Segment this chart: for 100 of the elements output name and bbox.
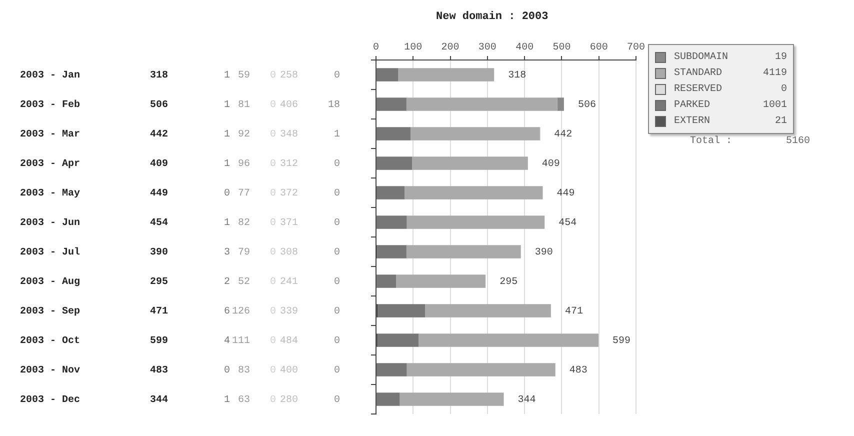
y-tick-label: 2003 - Apr	[20, 158, 80, 170]
y-tick-label: 2003 - Jul	[20, 246, 80, 258]
text: 390	[150, 247, 168, 258]
total-label: 471	[564, 306, 583, 318]
total-label: 454	[558, 218, 577, 229]
data-label: 81	[238, 100, 250, 111]
data-label: 79	[238, 247, 250, 258]
data-label: 1	[224, 100, 230, 111]
text: 449	[150, 188, 168, 200]
data-label: 312	[280, 158, 298, 170]
y-tick-label: 2003 - May	[20, 188, 80, 200]
x2-tick-label: 700	[626, 42, 646, 54]
data-label: 18	[328, 100, 340, 111]
text: 318	[150, 70, 168, 82]
data-label: 0	[334, 158, 340, 170]
y-tick-label: 2003 - Aug	[20, 276, 80, 288]
text: 0	[780, 84, 787, 94]
x2-tick-label: 300	[478, 42, 496, 54]
data-label: 308	[280, 247, 298, 258]
text: 506	[150, 100, 168, 111]
data-label: 339	[280, 306, 298, 318]
data-label: 0	[334, 365, 340, 376]
data-label: 1	[224, 218, 230, 229]
total-label: 599	[612, 336, 630, 347]
data-label: 1	[224, 158, 230, 170]
data-label: 2	[224, 276, 230, 288]
text: 4119	[762, 68, 787, 78]
x2-tick-label: 200	[441, 42, 460, 54]
data-label: 258	[280, 70, 298, 82]
x2-tick-label: 0	[372, 42, 380, 54]
y-tick-label: 2003 - Sep	[20, 306, 80, 318]
data-label: 0	[224, 365, 230, 376]
data-label: 1	[224, 70, 230, 82]
data-label: 0	[334, 188, 340, 200]
x2-tick-label: 500	[552, 42, 571, 54]
legend-label: PARKED	[674, 100, 712, 110]
data-label: 4	[224, 336, 230, 347]
text: 442	[150, 129, 168, 140]
text: 21	[774, 116, 787, 126]
data-label: 0	[224, 188, 230, 200]
legend-label: STANDARD	[674, 68, 724, 78]
data-label: 0	[334, 394, 340, 406]
y-tick-label: 2003 - Jun	[20, 218, 80, 229]
data-label: 0	[334, 218, 340, 229]
total-label: 409	[542, 158, 560, 170]
data-label: 111	[232, 336, 250, 347]
data-label: 0	[334, 70, 340, 82]
data-label: 400	[280, 365, 298, 376]
data-label: 83	[238, 365, 250, 376]
data-label: 484	[280, 336, 298, 347]
y-tick-label: 2003 - Oct	[20, 336, 80, 347]
legend-label: EXTERN	[674, 116, 712, 126]
text: 471	[150, 306, 168, 318]
data-label: 126	[232, 306, 250, 318]
total-label: 442	[554, 129, 572, 140]
data-label: 63	[238, 394, 250, 406]
data-label: 59	[238, 70, 250, 82]
x2-tick-label: 600	[590, 42, 608, 54]
data-label: 92	[238, 129, 250, 140]
y-tick-label: 2003 - Mar	[20, 129, 80, 140]
data-label: 3	[224, 247, 230, 258]
data-label: 280	[280, 394, 298, 406]
text: 5160	[786, 136, 810, 147]
total-label: 318	[508, 70, 526, 82]
text: 19	[774, 52, 787, 62]
x2-tick-label: 100	[404, 42, 422, 54]
data-label: 371	[280, 218, 298, 229]
data-label: 1	[334, 129, 340, 140]
data-label: 52	[238, 276, 250, 288]
total-label: 449	[556, 188, 575, 200]
y-tick-label: 2003 - Feb	[20, 98, 80, 111]
text: 344	[150, 394, 168, 406]
data-label: 77	[238, 188, 250, 200]
text: 295	[150, 276, 168, 288]
data-label: 348	[280, 129, 298, 140]
data-label: 6	[224, 306, 230, 318]
y-tick-label: 2003 - Nov	[20, 365, 80, 376]
data-label: 0	[334, 336, 340, 347]
text: 483	[150, 365, 168, 376]
data-label: 0	[334, 276, 340, 288]
legend-label: SUBDOMAIN	[674, 52, 730, 62]
y-tick-label: 2003 - Dec	[20, 394, 80, 406]
total-label: 506	[578, 100, 596, 111]
text: 409	[150, 158, 168, 170]
chart-title: New domain : 2003	[436, 10, 549, 23]
data-label: 0	[334, 247, 340, 258]
text: Total :	[690, 136, 732, 147]
total-label: 390	[534, 247, 553, 258]
data-label: 0	[334, 306, 340, 318]
legend-label: RESERVED	[674, 84, 724, 94]
data-label: 96	[238, 158, 250, 170]
text: 1001	[762, 100, 787, 110]
y-tick-label: 2003 - Jan	[20, 70, 80, 82]
total-label: 344	[518, 394, 536, 406]
data-label: 1	[224, 129, 230, 140]
text: 599	[150, 336, 168, 347]
text: 454	[150, 218, 168, 229]
data-label: 1	[224, 394, 230, 406]
data-label: 406	[280, 100, 298, 111]
data-label: 82	[238, 218, 250, 229]
